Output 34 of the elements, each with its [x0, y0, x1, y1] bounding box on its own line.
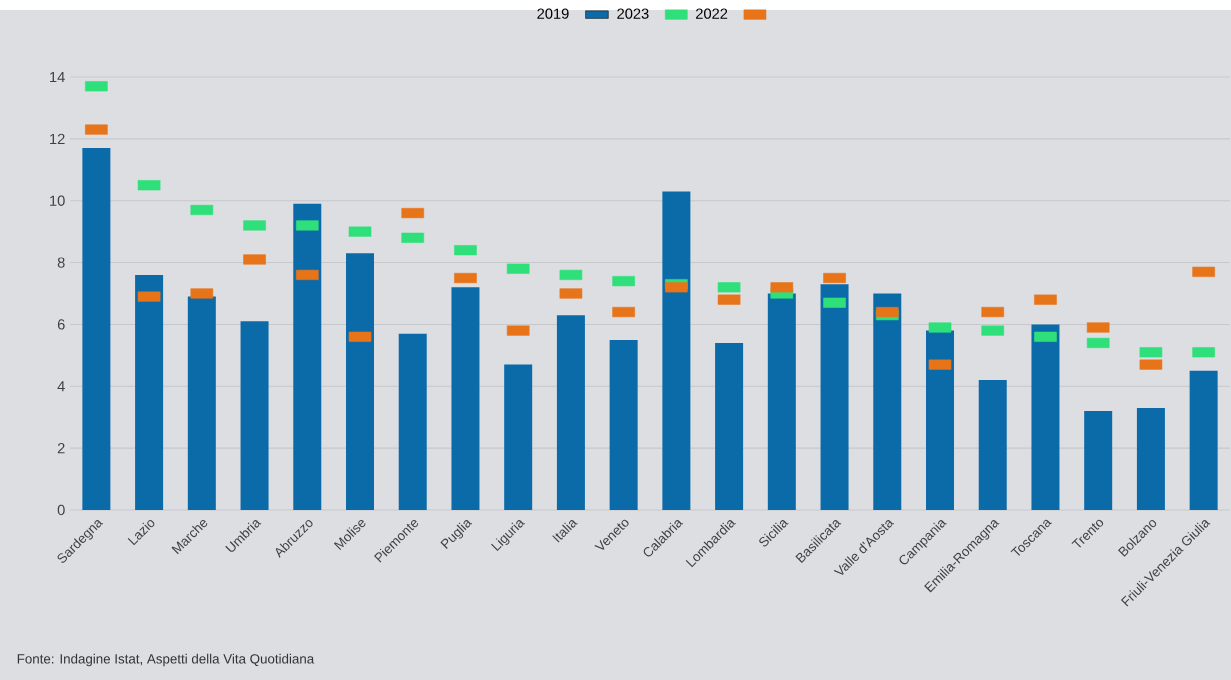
bar: [293, 203, 322, 510]
bar: [556, 315, 585, 510]
bar: [1031, 324, 1060, 510]
bar: [346, 253, 375, 510]
y-tick-label: 6: [57, 319, 65, 330]
y-tick-label: 0: [57, 504, 65, 516]
legend-label: 2019: [537, 8, 569, 19]
bar: [767, 293, 796, 510]
y-tick-label: 14: [50, 71, 65, 83]
y-tick-label: 12: [50, 133, 65, 144]
y-tick-label: 4: [57, 381, 65, 392]
bar: [820, 284, 849, 510]
legend-label: 2022: [696, 8, 728, 19]
bar: [926, 330, 955, 510]
bar: [715, 342, 744, 510]
bar: [398, 333, 427, 510]
bar: [82, 148, 111, 510]
bar: [187, 296, 216, 510]
legend-label: 2023: [617, 8, 649, 19]
bar: [662, 191, 691, 510]
y-tick-label: 10: [50, 195, 65, 206]
bar: [240, 321, 269, 510]
bar: [609, 339, 638, 510]
bar: [978, 380, 1007, 510]
y-tick-label: 2: [57, 443, 65, 454]
source-note: Fonte: Indagine Istat, Aspetti della Vita Quotidiana: [17, 653, 315, 667]
bar: [451, 287, 480, 510]
bar: [1189, 370, 1218, 510]
bar: [135, 274, 164, 510]
y-tick-label: 8: [57, 257, 65, 268]
bar: [504, 364, 533, 510]
bar: [1136, 407, 1165, 510]
bar: [873, 293, 902, 510]
bar: [1084, 411, 1113, 510]
